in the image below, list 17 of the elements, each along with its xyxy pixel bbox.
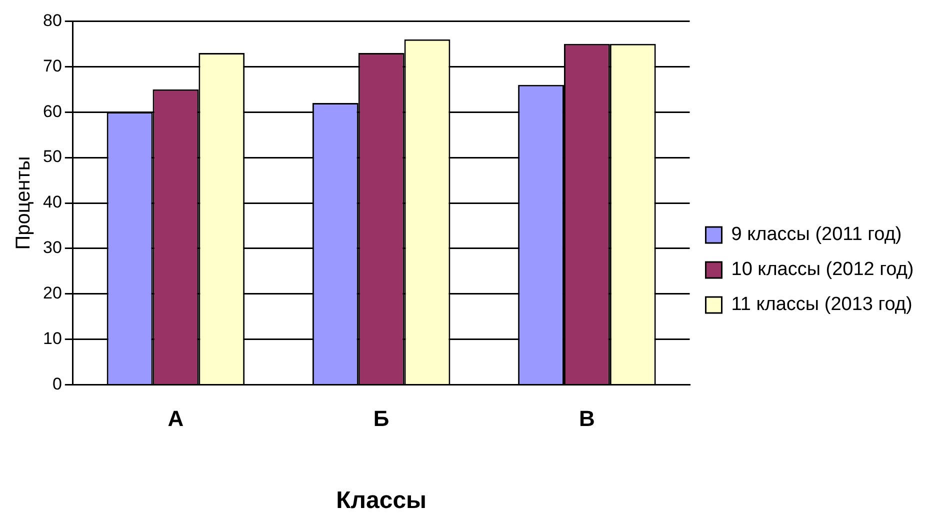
- y-tick-label: 0: [52, 374, 62, 394]
- x-tick-label: А: [168, 406, 184, 432]
- y-axis-title: Проценты: [12, 156, 35, 250]
- y-tick-label: 50: [42, 147, 62, 166]
- legend-label: 10 классы (2012 год): [731, 259, 914, 280]
- y-tick-label: 80: [42, 10, 62, 30]
- x-axis-title: Классы: [336, 487, 427, 514]
- y-tick-label: 20: [42, 284, 62, 303]
- y-tick-label: 60: [42, 102, 62, 121]
- y-tick-label: 40: [42, 192, 62, 212]
- y-tick-label: 10: [42, 329, 62, 348]
- y-tick-label: 30: [42, 238, 62, 258]
- y-tick-label: 70: [42, 56, 62, 76]
- legend-label: 11 классы (2013 год): [731, 294, 912, 316]
- x-tick-label: В: [579, 406, 595, 432]
- x-tick-label: Б: [373, 406, 390, 432]
- legend-label: 9 классы (2011 год): [731, 224, 902, 246]
